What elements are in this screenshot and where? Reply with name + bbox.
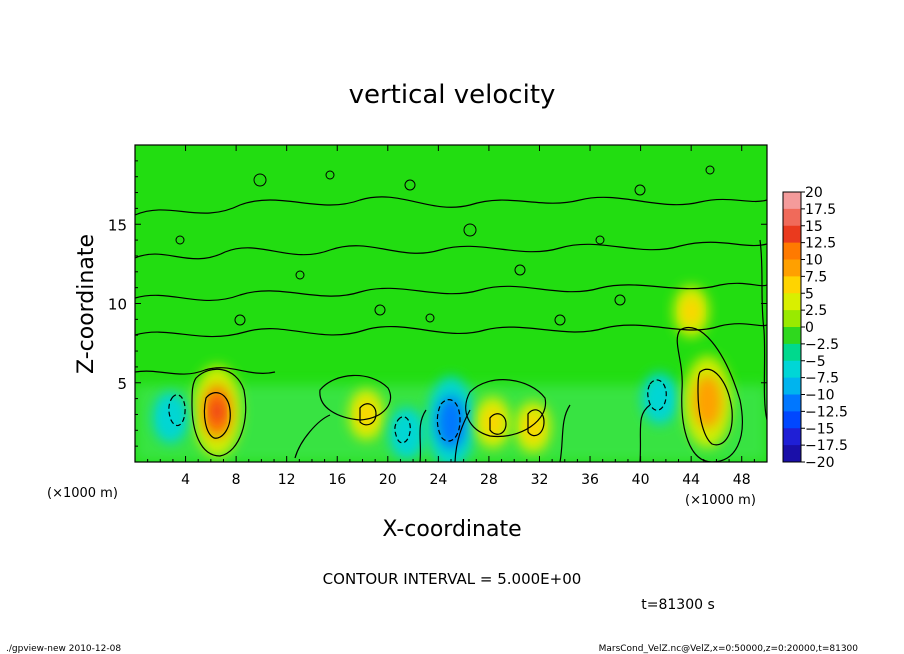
colorbar-swatch-12 [783,394,801,412]
time-label: t=81300 s [641,597,715,613]
heatmap-feature-1 [152,391,189,444]
y-tick-label-1: 10 [108,296,127,314]
upper-turbulence-contours [175,165,715,326]
negative-contours [168,379,667,444]
x-unit-label-right: (×1000 m) [685,493,756,508]
colorbar-label-2: 15 [805,219,823,235]
x-unit-label-left: (×1000 m) [47,486,118,501]
x-tick-label-8: 36 [581,472,599,488]
colorbar-swatch-4 [783,259,801,277]
colorbar-label-10: −5 [805,354,826,370]
x-tick-label-3: 16 [328,472,346,488]
colorbar-swatch-3 [783,242,801,260]
x-tick-label-2: 12 [278,472,296,488]
x-tick-label-6: 28 [480,472,498,488]
heatmap-feature-3 [388,407,425,460]
heatmap-feature-7 [641,372,678,425]
x-tick-label-5: 24 [429,472,447,488]
colorbar-label-16: −20 [805,455,835,471]
colorbar-label-13: −12.5 [805,404,848,420]
contour-lines [135,196,767,462]
footer-left: ./gpview-new 2010-12-08 [6,644,121,654]
colorbar-swatch-15 [783,445,801,463]
heatmap-feature-9 [673,285,710,338]
colorbar-swatch-6 [783,293,801,311]
heatmap-features [152,285,732,462]
heatmap-feature-5 [474,396,511,449]
colorbar: 2017.51512.5107.552.50−2.5−5−7.5−10−12.5… [782,185,848,471]
x-axis: 4 8 12 16 20 24 28 32 36 40 44 48 [147,145,755,488]
x-tick-label-1: 8 [232,472,241,488]
heatmap-feature-4 [427,376,475,462]
x-axis-label: X-coordinate [382,517,521,542]
colorbar-swatch-14 [783,428,801,446]
colorbar-swatch-11 [783,377,801,395]
colorbar-swatch-9 [783,343,801,362]
colorbar-swatch-13 [783,411,801,429]
colorbar-swatch-5 [783,276,801,294]
colorbar-label-9: −2.5 [805,337,839,353]
footer-right: MarsCond_VelZ.nc@VelZ,x=0:50000,z=0:2000… [599,644,859,654]
colorbar-swatch-10 [783,360,801,379]
colorbar-label-6: 5 [805,286,814,302]
colorbar-label-4: 10 [805,253,823,269]
colorbar-label-8: 0 [805,320,814,336]
heatmap-feature-6 [515,401,552,454]
contour-interval: CONTOUR INTERVAL = 5.000E+00 [323,570,582,588]
colorbar-swatch-8 [783,327,801,345]
colorbar-swatch-1 [783,208,801,227]
chart-title: vertical velocity [349,80,556,110]
y-axis-label: Z-coordinate [74,234,99,374]
x-tick-label-0: 4 [181,472,190,488]
colorbar-label-3: 12.5 [805,236,836,252]
x-tick-label-4: 20 [379,472,397,488]
y-tick-label-0: 5 [117,375,127,393]
colorbar-label-15: −17.5 [805,438,848,454]
x-tick-label-10: 44 [682,472,700,488]
heatmap-feature-8 [683,355,732,448]
colorbar-label-12: −10 [805,388,835,404]
colorbar-swatch-0 [783,192,801,210]
colorbar-swatch-7 [783,310,801,328]
colorbar-label-1: 17.5 [805,202,836,218]
heatmap-feature-2 [348,388,385,441]
x-tick-label-9: 40 [632,472,650,488]
y-tick-label-2: 15 [108,216,127,234]
colorbar-label-14: −15 [805,421,835,437]
colorbar-swatch-2 [783,225,801,244]
y-axis: 5 10 15 [108,160,767,447]
plot-area [135,145,767,462]
colorbar-label-11: −7.5 [805,371,839,387]
x-tick-label-7: 32 [531,472,549,488]
colorbar-label-7: 2.5 [805,303,827,319]
colorbar-label-0: 20 [805,185,823,201]
heatmap-feature-0 [193,365,242,458]
colorbar-label-5: 7.5 [805,269,827,285]
x-tick-label-11: 48 [733,472,751,488]
